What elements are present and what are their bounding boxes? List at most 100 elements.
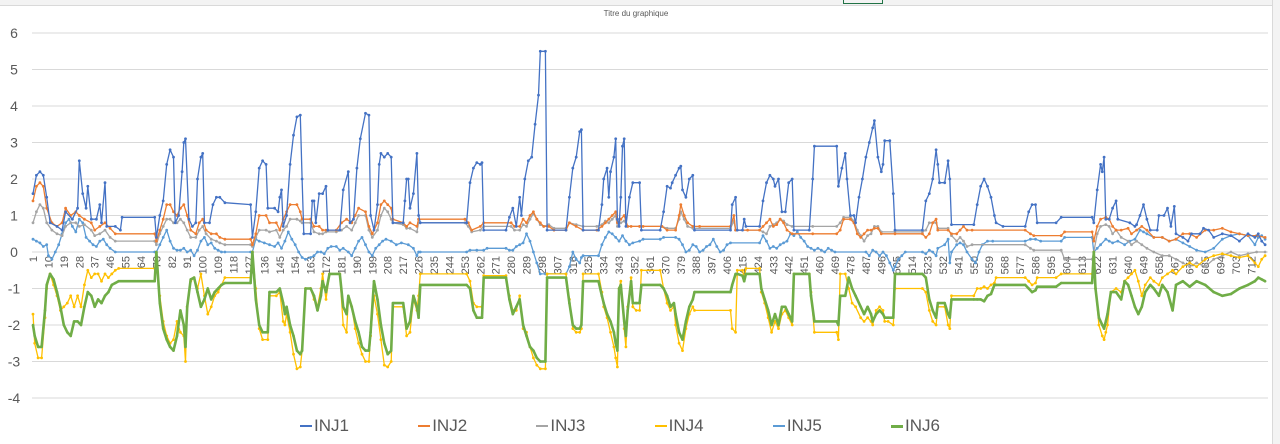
data-point[interactable] bbox=[31, 237, 35, 241]
data-point[interactable] bbox=[309, 232, 312, 236]
data-point[interactable] bbox=[1106, 312, 1109, 316]
data-point[interactable] bbox=[295, 349, 299, 352]
data-point[interactable] bbox=[389, 349, 393, 352]
data-point[interactable] bbox=[1160, 276, 1164, 279]
data-point[interactable] bbox=[1172, 205, 1176, 208]
data-point[interactable] bbox=[83, 223, 86, 227]
data-point[interactable] bbox=[886, 320, 890, 323]
data-point[interactable] bbox=[48, 221, 52, 225]
data-point[interactable] bbox=[934, 148, 938, 152]
data-point[interactable] bbox=[938, 181, 941, 185]
data-point[interactable] bbox=[254, 210, 258, 214]
data-point[interactable] bbox=[382, 206, 386, 210]
data-point[interactable] bbox=[677, 166, 681, 170]
data-point[interactable] bbox=[1029, 237, 1032, 241]
data-point[interactable] bbox=[1059, 248, 1063, 252]
data-point[interactable] bbox=[785, 239, 789, 243]
data-point[interactable] bbox=[168, 239, 172, 243]
data-point[interactable] bbox=[1133, 305, 1137, 309]
data-point[interactable] bbox=[977, 250, 981, 254]
data-point[interactable] bbox=[1135, 239, 1138, 243]
data-point[interactable] bbox=[607, 195, 611, 199]
data-point[interactable] bbox=[790, 320, 794, 323]
data-point[interactable] bbox=[74, 221, 78, 225]
data-point[interactable] bbox=[948, 316, 952, 320]
data-point[interactable] bbox=[691, 225, 695, 228]
data-point[interactable] bbox=[616, 349, 619, 352]
data-point[interactable] bbox=[64, 206, 67, 210]
data-point[interactable] bbox=[81, 192, 85, 196]
data-point[interactable] bbox=[403, 199, 407, 203]
data-point[interactable] bbox=[480, 316, 484, 320]
data-point[interactable] bbox=[1095, 232, 1099, 236]
data-point[interactable] bbox=[309, 287, 312, 290]
data-point[interactable] bbox=[117, 279, 120, 283]
data-point[interactable] bbox=[187, 217, 191, 221]
data-point[interactable] bbox=[1263, 254, 1267, 258]
data-point[interactable] bbox=[744, 225, 748, 228]
data-point[interactable] bbox=[209, 305, 213, 309]
data-point[interactable] bbox=[946, 312, 950, 316]
data-point[interactable] bbox=[526, 159, 530, 163]
data-point[interactable] bbox=[1157, 214, 1161, 217]
data-point[interactable] bbox=[535, 363, 539, 367]
data-point[interactable] bbox=[888, 139, 892, 143]
data-point[interactable] bbox=[538, 221, 542, 225]
data-point[interactable] bbox=[281, 320, 285, 323]
data-point[interactable] bbox=[168, 345, 172, 349]
data-point[interactable] bbox=[215, 239, 218, 243]
data-point[interactable] bbox=[765, 221, 768, 225]
data-point[interactable] bbox=[631, 301, 635, 305]
data-point[interactable] bbox=[612, 331, 616, 334]
data-point[interactable] bbox=[389, 360, 393, 363]
data-point[interactable] bbox=[93, 305, 96, 309]
data-point[interactable] bbox=[844, 294, 847, 298]
data-point[interactable] bbox=[312, 254, 316, 258]
data-point[interactable] bbox=[268, 243, 271, 247]
data-point[interactable] bbox=[268, 230, 271, 234]
data-point[interactable] bbox=[60, 234, 64, 238]
data-point[interactable] bbox=[1238, 256, 1241, 259]
data-point[interactable] bbox=[384, 237, 388, 241]
data-point[interactable] bbox=[1186, 239, 1190, 243]
data-point[interactable] bbox=[113, 268, 117, 272]
data-point[interactable] bbox=[93, 272, 97, 276]
data-point[interactable] bbox=[357, 341, 360, 345]
data-point[interactable] bbox=[1097, 316, 1101, 320]
data-point[interactable] bbox=[891, 192, 895, 196]
data-point[interactable] bbox=[972, 298, 976, 301]
data-point[interactable] bbox=[201, 152, 205, 155]
data-point[interactable] bbox=[607, 217, 611, 221]
data-point[interactable] bbox=[574, 330, 578, 334]
data-point[interactable] bbox=[758, 225, 761, 228]
data-point[interactable] bbox=[943, 301, 946, 305]
data-point[interactable] bbox=[597, 272, 600, 276]
data-point[interactable] bbox=[317, 225, 321, 228]
data-point[interactable] bbox=[377, 243, 381, 247]
data-point[interactable] bbox=[770, 323, 773, 327]
data-point[interactable] bbox=[679, 203, 683, 207]
data-point[interactable] bbox=[730, 327, 734, 330]
data-point[interactable] bbox=[36, 356, 40, 360]
data-point[interactable] bbox=[509, 225, 513, 228]
data-point[interactable] bbox=[295, 115, 299, 119]
data-point[interactable] bbox=[89, 221, 93, 225]
data-point[interactable] bbox=[1034, 281, 1037, 285]
data-point[interactable] bbox=[975, 298, 979, 301]
data-point[interactable] bbox=[472, 309, 475, 312]
data-point[interactable] bbox=[927, 309, 931, 312]
data-point[interactable] bbox=[669, 309, 672, 312]
data-point[interactable] bbox=[376, 298, 379, 301]
data-point[interactable] bbox=[732, 214, 736, 217]
data-point[interactable] bbox=[209, 241, 213, 245]
legend[interactable]: INJ1 INJ2 INJ3 INJ4 INJ5 INJ6 bbox=[300, 414, 940, 438]
data-point[interactable] bbox=[1166, 290, 1169, 294]
data-point[interactable] bbox=[525, 232, 528, 236]
data-point[interactable] bbox=[986, 239, 989, 243]
data-point[interactable] bbox=[1035, 221, 1039, 225]
data-point[interactable] bbox=[802, 239, 806, 243]
data-point[interactable] bbox=[538, 272, 542, 276]
data-point[interactable] bbox=[1099, 163, 1102, 166]
data-point[interactable] bbox=[780, 210, 784, 214]
data-point[interactable] bbox=[691, 298, 695, 301]
